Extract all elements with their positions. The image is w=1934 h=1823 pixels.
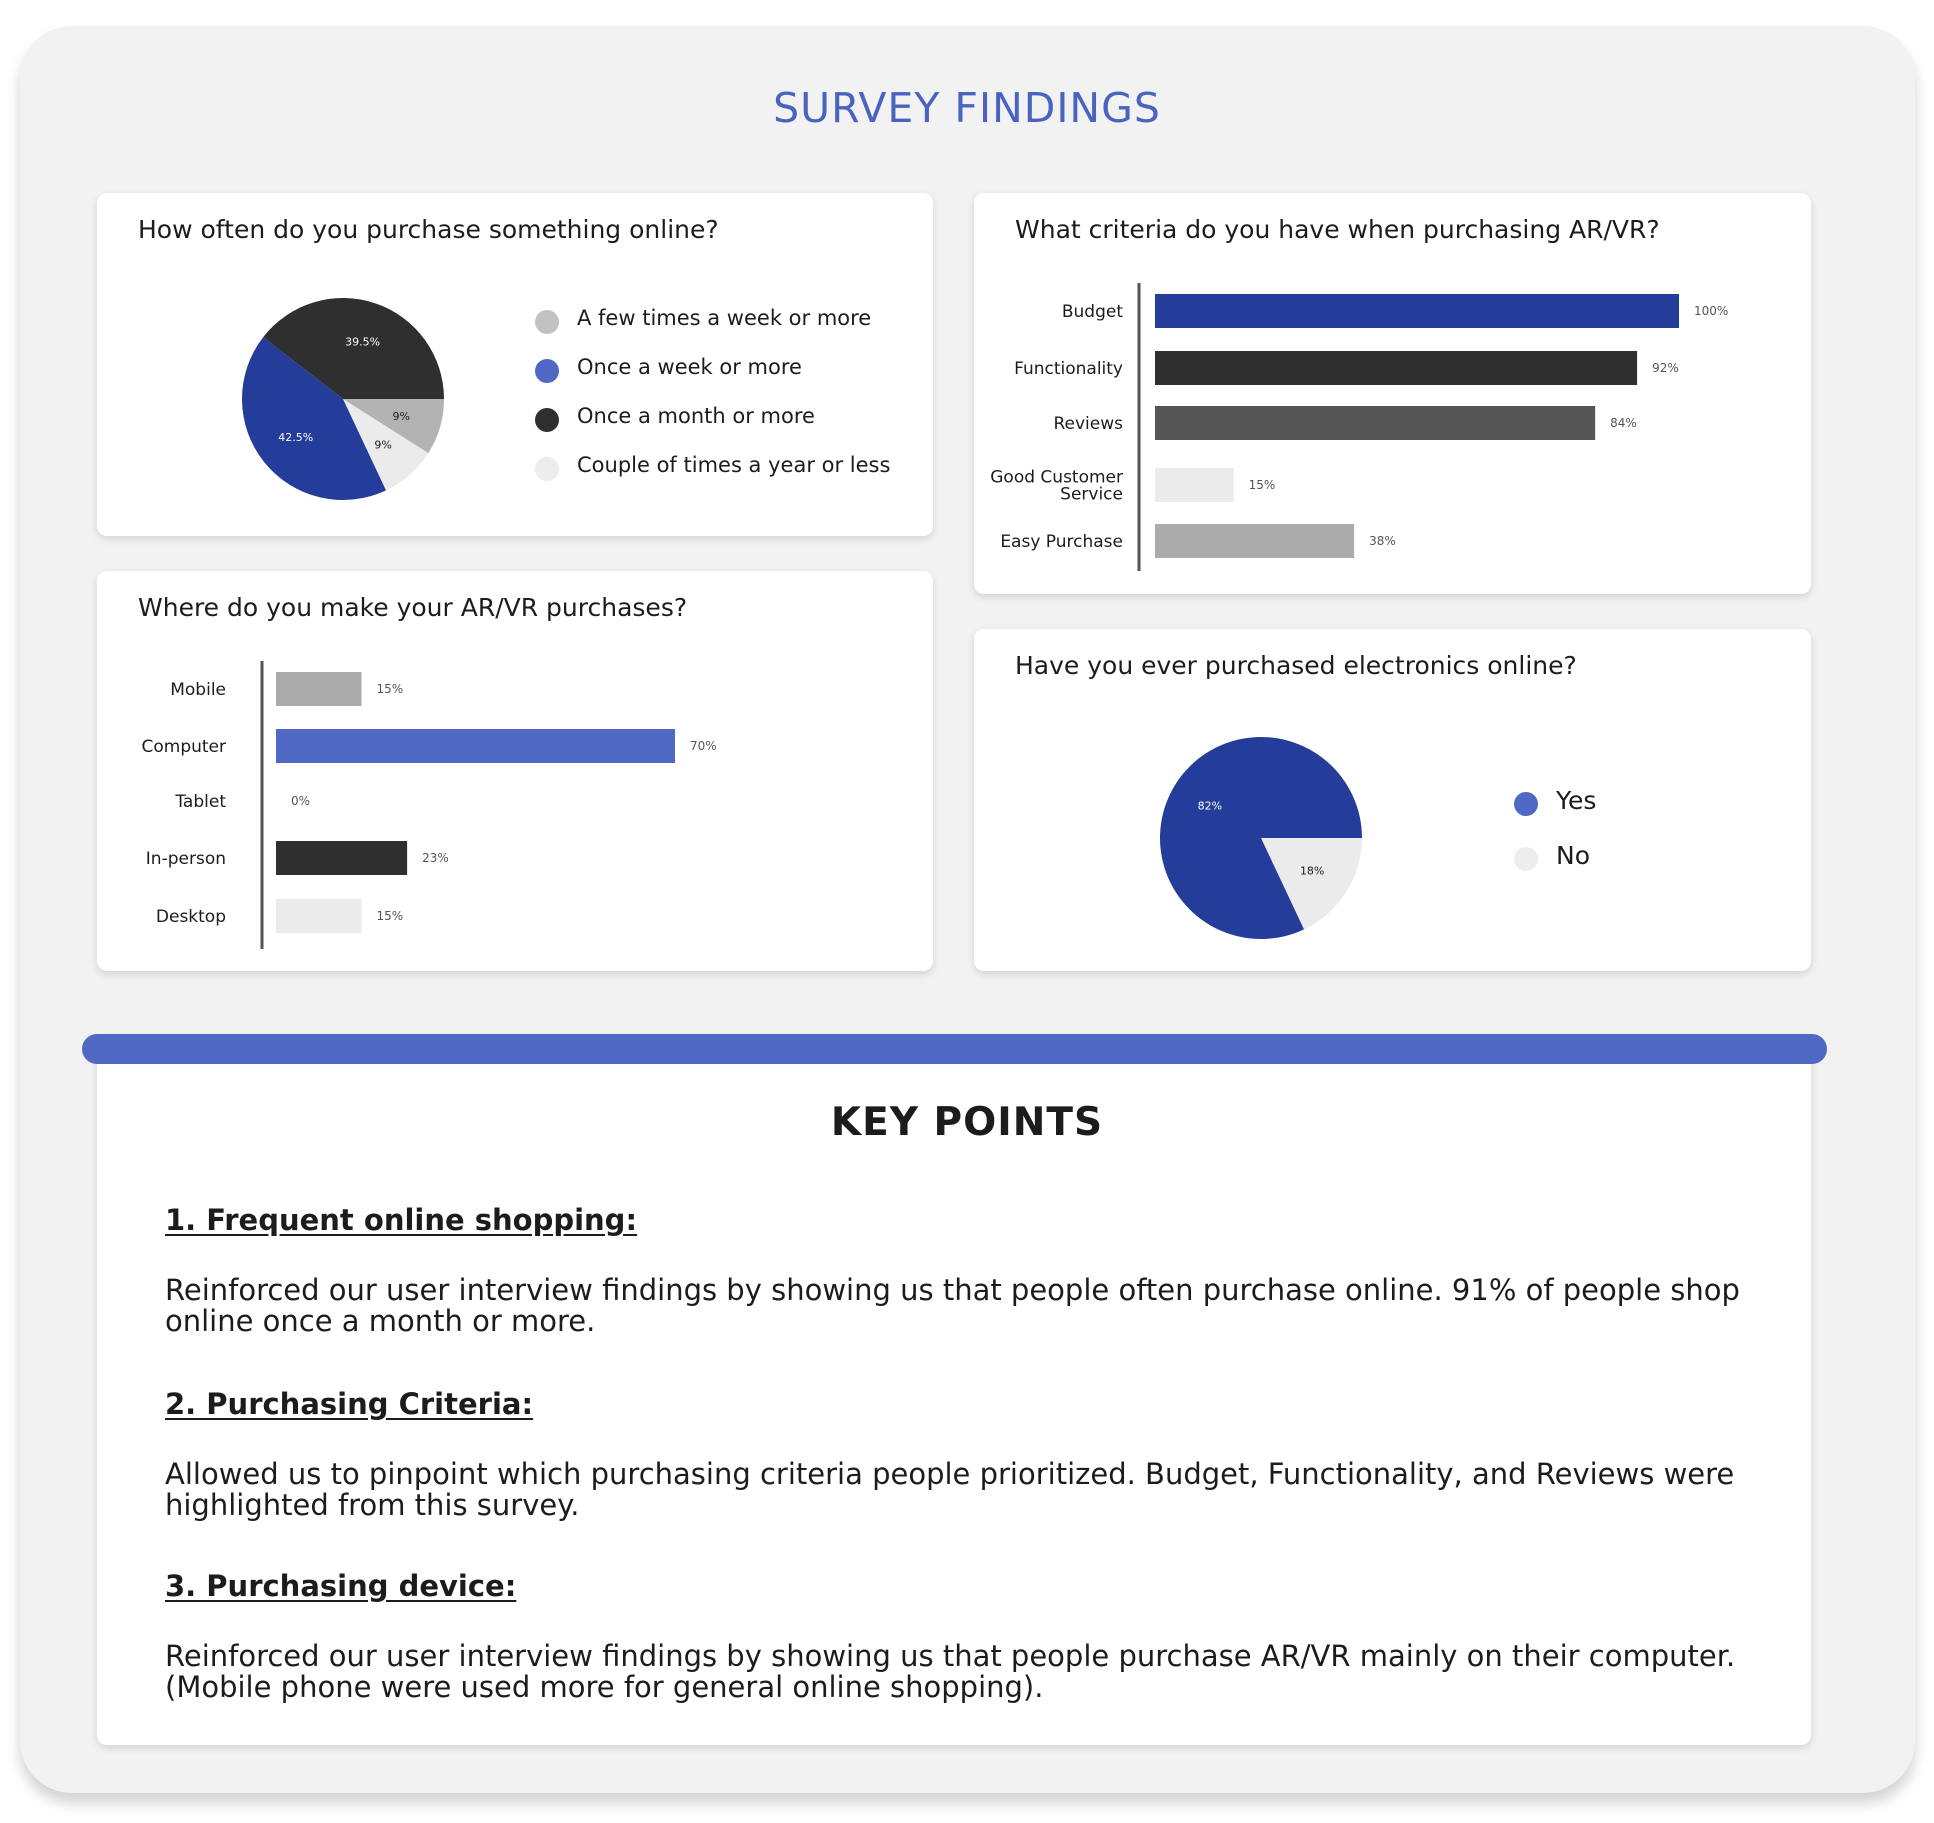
purchase-criteria-bar — [1155, 294, 1679, 328]
legend-swatch — [1514, 847, 1538, 871]
legend-label: A few times a week or more — [577, 306, 872, 330]
purchase-criteria-category-label: Functionality — [1014, 359, 1123, 379]
key-point-heading: 2. Purchasing Criteria: — [165, 1387, 534, 1421]
purchase-criteria-bar — [1155, 351, 1638, 385]
purchase-frequency-pie: 9% 9% 42.5% 39.5% — [242, 297, 444, 500]
electronics-online-card: Have you ever purchased electronics onli… — [974, 629, 1811, 971]
key-point: 2. Purchasing Criteria: Allowed us to pi… — [165, 1387, 1765, 1521]
legend-label: Couple of times a year or less — [577, 453, 891, 477]
purchase-location-value-label: 0% — [291, 794, 310, 808]
purchase-criteria-value-label: 100% — [1694, 304, 1728, 318]
electronics-online-question: Have you ever purchased electronics onli… — [1015, 651, 1577, 680]
purchase-frequency-question: How often do you purchase something onli… — [138, 215, 719, 244]
purchase-frequency-slice — [343, 399, 444, 454]
purchase-location-category-label: Mobile — [170, 680, 226, 700]
purchase-criteria-category-label: Budget — [1062, 302, 1123, 322]
electronics-online-slice — [1160, 737, 1362, 939]
legend-label: Yes — [1556, 786, 1597, 815]
purchase-frequency-card: How often do you purchase something onli… — [97, 193, 933, 536]
purchase-frequency-slice-label: 9% — [392, 410, 409, 423]
legend-label: Once a month or more — [577, 404, 815, 428]
legend-label: No — [1556, 841, 1590, 870]
purchase-criteria-value-label: 84% — [1610, 416, 1637, 430]
electronics-online-slice — [1261, 838, 1362, 930]
key-point-heading: 3. Purchasing device: — [165, 1569, 517, 1603]
legend-swatch — [535, 359, 559, 383]
purchase-frequency-slice-label: 9% — [374, 438, 391, 451]
purchase-criteria-value-label: 92% — [1652, 361, 1679, 375]
purchase-location-bar — [276, 841, 408, 875]
legend-swatch — [535, 457, 559, 481]
purchase-location-value-label: 23% — [422, 851, 449, 865]
key-points-divider — [82, 1034, 1827, 1064]
purchase-frequency-slice-label: 39.5% — [345, 336, 380, 349]
purchase-criteria-category-label: Reviews — [1053, 414, 1123, 434]
purchase-criteria-bar — [1155, 406, 1596, 440]
purchase-location-bar — [276, 899, 362, 933]
legend-label: Once a week or more — [577, 355, 802, 379]
purchase-criteria-card: What criteria do you have when purchasin… — [974, 193, 1811, 594]
key-point: 1. Frequent online shopping: Reinforced … — [165, 1203, 1765, 1337]
key-point-body: Reinforced our user interview findings b… — [165, 1639, 1736, 1704]
purchase-frequency-slice-label: 42.5% — [278, 431, 313, 444]
purchase-frequency-slice — [242, 337, 387, 500]
purchase-location-category-label: Computer — [141, 737, 226, 757]
purchase-frequency-slice — [343, 399, 429, 491]
purchase-location-category-label: Desktop — [156, 907, 226, 927]
purchase-location-bar — [276, 672, 362, 706]
purchase-criteria-value-label: 38% — [1369, 534, 1396, 548]
purchase-location-bar-chart: Mobile 15% Computer 70% Tablet 0% In-person 23%… — [141, 661, 717, 949]
key-point-body: Reinforced our user interview findings b… — [165, 1273, 1740, 1338]
electronics-online-slice-label: 82% — [1198, 800, 1222, 813]
purchase-location-card: Where do you make your AR/VR purchases? … — [97, 571, 933, 971]
key-points-title: KEY POINTS — [830, 1100, 1104, 1145]
legend-swatch — [535, 408, 559, 432]
purchase-criteria-value-label: 15% — [1249, 478, 1276, 492]
purchase-criteria-bar — [1155, 524, 1355, 558]
purchase-location-question: Where do you make your AR/VR purchases? — [138, 593, 688, 622]
purchase-location-bar — [276, 729, 675, 763]
purchase-location-value-label: 15% — [377, 909, 404, 923]
legend-swatch — [535, 310, 559, 334]
legend-swatch — [1514, 792, 1538, 816]
key-point-heading: 1. Frequent online shopping: — [165, 1203, 638, 1237]
purchase-location-category-label: In-person — [146, 849, 226, 869]
key-points-card — [97, 1049, 1811, 1745]
purchase-location-value-label: 70% — [690, 739, 717, 753]
purchase-criteria-question: What criteria do you have when purchasin… — [1015, 215, 1660, 244]
electronics-online-pie: 18% 82% — [1160, 737, 1362, 939]
page-title: SURVEY FINDINGS — [773, 84, 1161, 132]
purchase-criteria-bar — [1155, 468, 1234, 502]
electronics-online-slice-label: 18% — [1300, 864, 1324, 877]
purchase-criteria-bar-chart: Budget 100% Functionality 92% Reviews 84% Good… — [990, 283, 1728, 571]
purchase-criteria-category-label: Service — [1060, 485, 1123, 505]
key-point-body: Allowed us to pinpoint which purchasing … — [165, 1457, 1735, 1522]
purchase-location-value-label: 15% — [377, 682, 404, 696]
key-point: 3. Purchasing device: Reinforced our use… — [165, 1569, 1765, 1703]
purchase-criteria-category-label: Good Customer — [990, 468, 1123, 488]
purchase-location-category-label: Tablet — [174, 792, 226, 812]
purchase-frequency-slice — [263, 297, 444, 399]
purchase-criteria-category-label: Easy Purchase — [1000, 532, 1123, 552]
